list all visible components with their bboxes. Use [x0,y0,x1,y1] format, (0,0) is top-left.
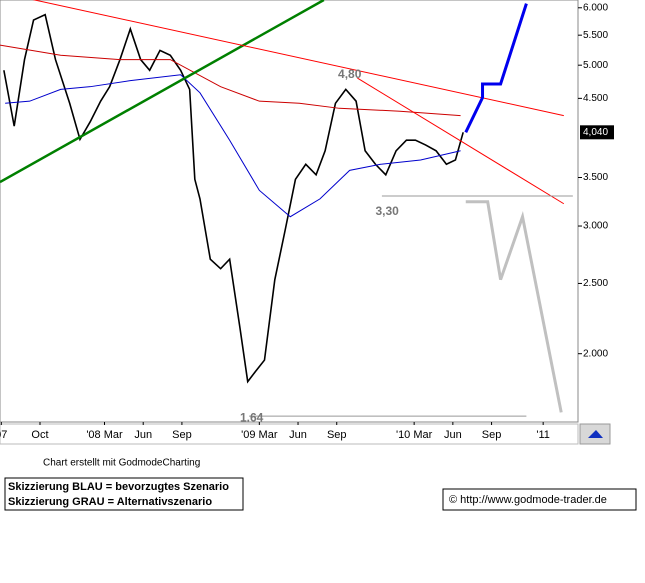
notes-box [4,477,244,511]
x-tick-label: Sep [172,429,192,441]
x-axis-bar [0,423,579,445]
series-line [0,44,461,117]
x-tick-label: Jun [134,429,152,441]
series-line [5,74,461,218]
y-tick-label: 3.500 [583,172,608,183]
x-tick-label: '09 Mar [241,429,278,441]
series-line [32,0,564,117]
last-price-label: 4,040 [583,127,608,138]
y-tick-label: 6.000 [583,2,608,13]
note: Skizzierung BLAU = bevorzugtes Szenario [8,481,229,493]
note: Skizzierung GRAU = Alternativszenario [8,496,212,508]
annotation: 1.64 [240,410,264,424]
x-tick-label: Jun [289,429,307,441]
y-tick-label: 5.500 [583,30,608,41]
y-tick-label: 3.000 [583,221,608,232]
source-box [442,488,637,511]
y-tick-label: 4.500 [583,93,608,104]
y-tick-label: 2.000 [583,348,608,359]
annotation: 3,30 [375,204,399,218]
x-tick-label: 07 [0,429,7,441]
x-tick-label: Jun [444,429,462,441]
x-tick-label: '08 Mar [86,429,123,441]
tool-icon-glyph [588,430,603,438]
last-price-box [580,125,614,140]
series-line [464,3,528,133]
y-tick-label: 5.000 [583,60,608,71]
annotation: 4,80 [338,67,362,81]
series-line [465,200,563,413]
series-line [3,13,464,384]
x-tick-label: Sep [327,429,347,441]
x-tick-label: Sep [482,429,502,441]
x-tick-label: Oct [31,429,48,441]
credit: Chart erstellt mit GodmodeCharting [43,458,200,469]
source: © http://www.godmode-trader.de [449,494,607,506]
series-line [357,77,565,205]
x-tick-label: '11 [536,429,550,441]
x-tick-label: '10 Mar [396,429,433,441]
y-tick-label: 2.500 [583,278,608,289]
series-line [0,0,325,184]
